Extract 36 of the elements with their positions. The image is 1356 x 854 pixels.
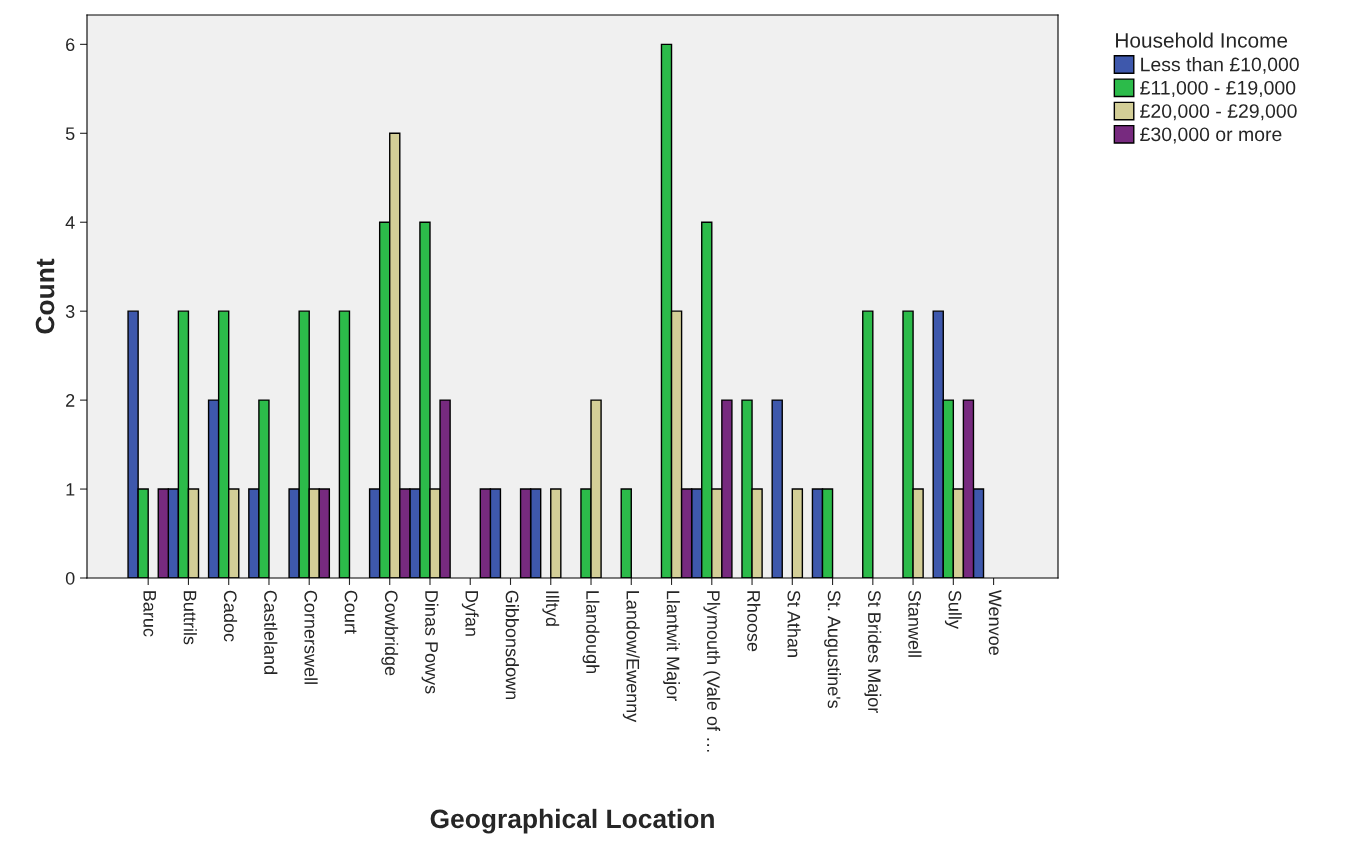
legend-label: Less than £10,000 (1141, 57, 1299, 74)
x-tick-label: Buttrils (183, 591, 197, 645)
x-tick-label: Illtyd (542, 591, 560, 626)
x-axis-title: Geographical Location (430, 808, 714, 834)
y-tick-label: 1 (66, 483, 75, 496)
x-tick-label: Wenvoe (988, 589, 1002, 655)
x-tick-label: Sully (944, 590, 962, 629)
x-tick-label: Dyfan (461, 591, 479, 636)
legend-title: Household Income (1116, 32, 1288, 48)
x-tick-label: Court (344, 590, 358, 634)
x-tick-label: Cornerswell (304, 590, 318, 684)
legend-label: £11,000 - £19,000 (1140, 80, 1296, 97)
legend-label: £30,000 or more (1140, 127, 1282, 144)
y-tick-label: 5 (65, 127, 75, 141)
y-tick-label: 2 (66, 394, 75, 407)
x-tick-label: Cowbridge (381, 590, 399, 676)
x-tick-label: Baruc (143, 591, 156, 637)
y-tick-label: 3 (65, 305, 75, 318)
x-tick-label: Cadoc (223, 590, 238, 642)
x-tick-label: Castleland (264, 590, 278, 674)
x-tick-label: Gibbonsdown (505, 590, 519, 700)
x-tick-label: Dinas Powys (421, 591, 439, 694)
x-tick-label: Llandough (582, 591, 600, 673)
x-tick-label: St Brides Major (864, 590, 882, 713)
x-tick-label: Landow/Ewenny (622, 591, 640, 723)
y-tick-label: 6 (66, 38, 75, 52)
legend-label: £20,000 - £29,000 (1140, 104, 1297, 121)
x-tick-label: Plymouth (Vale of … (703, 591, 721, 752)
x-tick-label: Rhoose (747, 591, 761, 652)
y-tick-label: 0 (65, 571, 75, 585)
y-tick-label: 4 (65, 216, 75, 229)
y-axis-title: Count (35, 258, 55, 334)
x-tick-label: Llantwit Major (663, 591, 680, 701)
x-tick-label: St. Augustine's (824, 590, 841, 709)
x-tick-label: St Athan (787, 590, 801, 657)
x-tick-label: Stanwell (908, 590, 922, 657)
